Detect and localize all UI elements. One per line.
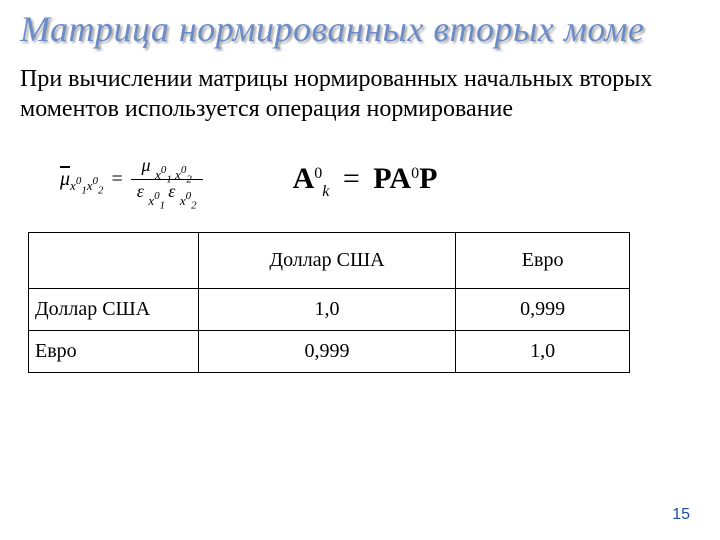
- sub1-var: x: [70, 178, 76, 193]
- row-header-eur: Евро: [29, 331, 199, 373]
- num-sub1-var: x: [155, 167, 161, 182]
- A2-sup: 0: [411, 165, 419, 182]
- sub2-idx: 2: [98, 184, 103, 196]
- table-row: Доллар США 1,0 0,999: [29, 289, 630, 331]
- A2-symbol: A: [389, 162, 411, 195]
- num-sub1: x01: [155, 167, 175, 182]
- cell-eur-usd: 0,999: [198, 331, 456, 373]
- A-sup: 0: [314, 165, 322, 182]
- correlation-table: Доллар США Евро Доллар США 1,0 0,999 Евр…: [28, 232, 630, 373]
- P2-symbol: P: [419, 162, 437, 195]
- table-corner: [29, 233, 199, 289]
- A-symbol: A: [293, 162, 315, 195]
- sub2-var: x: [87, 178, 93, 193]
- den-eps1: ε: [137, 181, 144, 201]
- lhs-sub1: x01: [70, 178, 87, 197]
- matrix-eq: =: [343, 162, 360, 195]
- num-sub2-sup: 0: [181, 164, 187, 176]
- lhs-sub2: x02: [87, 178, 104, 197]
- col-header-usd: Доллар США: [198, 233, 456, 289]
- cell-usd-usd: 1,0: [198, 289, 456, 331]
- num-sub2-var: x: [175, 167, 181, 182]
- cell-usd-eur: 0,999: [456, 289, 630, 331]
- col-header-eur: Евро: [456, 233, 630, 289]
- formula-row: μ x01 x02 = μ x01 x02: [60, 154, 700, 204]
- num-sub1-idx: 1: [166, 174, 171, 186]
- sub2-sup: 0: [93, 175, 99, 187]
- table-row: Евро 0,999 1,0: [29, 331, 630, 373]
- normalization-formula: μ x01 x02 = μ x01 x02: [60, 154, 203, 204]
- num-mu: μ: [142, 155, 151, 175]
- den-sub2: x02: [180, 193, 197, 208]
- sub1-sup: 0: [76, 175, 82, 187]
- body-paragraph: При вычислении матрицы нормированных нач…: [20, 64, 660, 124]
- den-sub2-sup: 0: [186, 190, 192, 202]
- formula-lhs: μ x01 x02: [60, 168, 103, 191]
- mu-bar: μ: [60, 168, 70, 191]
- P1-symbol: P: [373, 162, 389, 195]
- row-header-usd: Доллар США: [29, 289, 199, 331]
- den-sub2-var: x: [180, 193, 186, 208]
- den-sub1-idx: 1: [160, 199, 165, 211]
- equals-sign: =: [111, 168, 122, 191]
- slide-title: Матрица нормированных вторых моме: [20, 8, 700, 50]
- den-sub1-sup: 0: [154, 190, 160, 202]
- cell-eur-eur: 1,0: [456, 331, 630, 373]
- den-sub1: x01: [148, 193, 168, 208]
- num-sub2: x02: [175, 167, 192, 182]
- table-header-row: Доллар США Евро: [29, 233, 630, 289]
- numerator: μ x01 x02: [136, 154, 198, 179]
- num-sub2-idx: 2: [186, 174, 191, 186]
- slide: Матрица нормированных вторых моме При вы…: [0, 0, 720, 540]
- den-sub2-idx: 2: [191, 199, 196, 211]
- num-sub1-sup: 0: [161, 164, 167, 176]
- page-number: 15: [672, 506, 690, 524]
- fraction: μ x01 x02 ε x01 ε x02: [131, 154, 203, 204]
- matrix-formula: A0k = PA0P: [293, 162, 438, 196]
- A-sub: k: [322, 183, 329, 200]
